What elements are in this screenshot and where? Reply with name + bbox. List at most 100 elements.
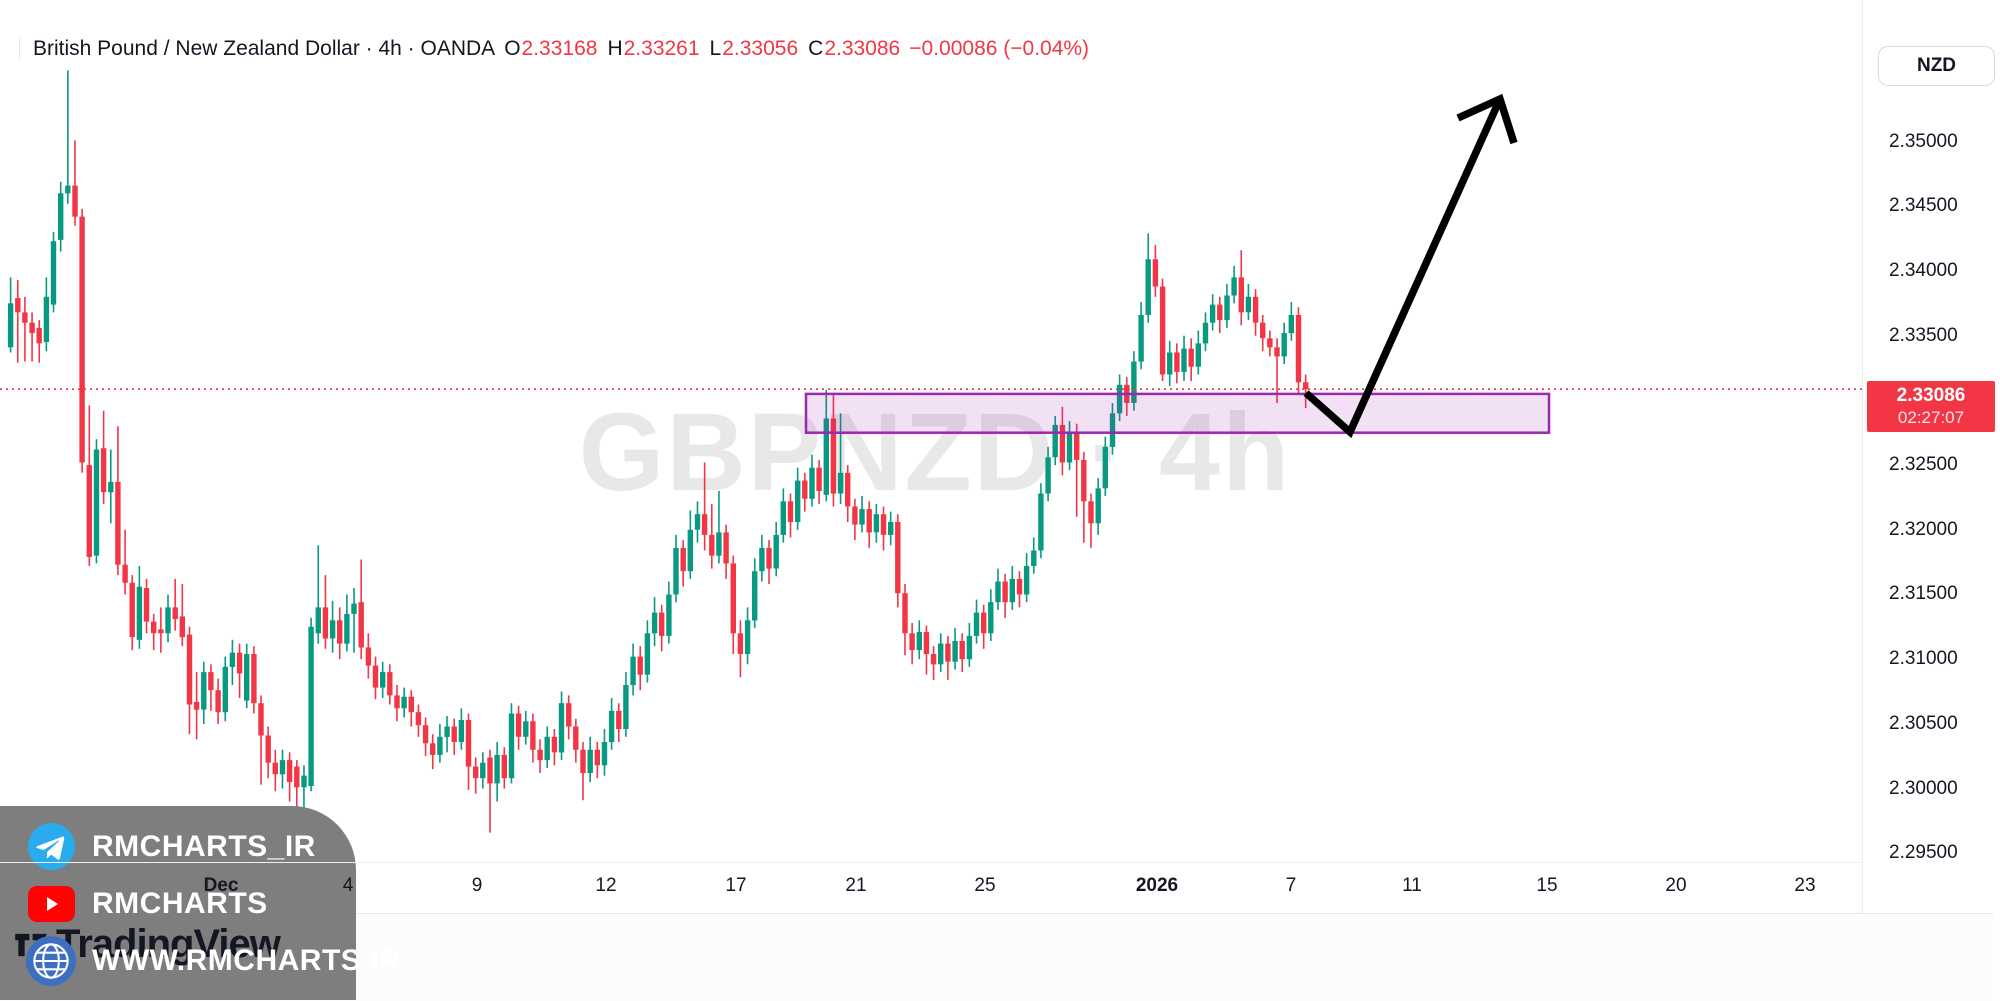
ohlc-values: O 2.33168 H 2.33261 L 2.33056 C 2.33086	[504, 37, 900, 61]
candle	[916, 632, 922, 651]
candle	[701, 514, 708, 535]
youtube-icon	[26, 879, 76, 929]
candle	[100, 448, 107, 493]
candle	[837, 472, 844, 494]
candle	[558, 703, 565, 753]
candle	[1109, 413, 1116, 447]
candle	[1167, 352, 1173, 375]
candle	[852, 506, 858, 525]
candle	[215, 690, 221, 713]
globe-icon	[26, 935, 76, 986]
candle	[58, 193, 64, 240]
candle	[1095, 488, 1101, 524]
time-tick-label: 17	[725, 875, 747, 896]
projection-arrow[interactable]	[1303, 93, 1518, 439]
time-tick-label: 12	[595, 875, 617, 896]
candle	[1038, 493, 1044, 551]
candle	[537, 749, 543, 761]
candle	[709, 534, 715, 556]
candle	[79, 216, 85, 463]
candle	[201, 672, 207, 710]
price-axis[interactable]: 2.33086 02:27:07 2.35000 2.34500 2.34000 2.…	[1862, 0, 2000, 913]
price-tick-label: 2.30500	[1889, 713, 1958, 734]
candle	[988, 602, 994, 634]
candle	[981, 612, 987, 634]
candle	[644, 633, 651, 675]
time-tick-label: 21	[845, 875, 867, 896]
candles	[7, 70, 1309, 833]
candle	[422, 725, 429, 744]
open-value: 2.33168	[521, 37, 598, 60]
time-tick-label: 20	[1665, 875, 1687, 896]
watermark: GBPNZD · 4h	[579, 391, 1292, 514]
candle	[401, 696, 407, 709]
candle	[845, 472, 851, 507]
candle	[1066, 432, 1073, 463]
candle	[573, 726, 579, 750]
price-tick-label: 2.31000	[1889, 648, 1958, 669]
candle	[787, 501, 794, 522]
candle	[193, 701, 200, 710]
candle	[465, 720, 472, 767]
candle	[272, 762, 278, 775]
candle	[22, 312, 28, 323]
candle	[1238, 277, 1244, 313]
candle	[859, 509, 865, 525]
symbol-title[interactable]: British Pound / New Zealand Dollar · 4h …	[33, 37, 496, 60]
candle	[473, 766, 479, 779]
candle	[1131, 361, 1137, 403]
price-tick-label: 2.34500	[1889, 195, 1958, 216]
current-price-value: 2.33086	[1896, 385, 1966, 406]
candle	[1074, 432, 1080, 460]
time-axis[interactable]: Dec 4 9 12 17 21 25 2026 7 11 15 20 23	[0, 862, 1862, 914]
candle	[1303, 382, 1309, 390]
price-tick-label: 2.32000	[1889, 519, 1958, 540]
candle	[151, 621, 157, 634]
candle	[716, 532, 722, 556]
time-tick-label: 4	[342, 875, 354, 896]
candle	[165, 607, 171, 634]
candle	[29, 322, 35, 334]
candle	[129, 582, 135, 638]
price-tick-label: 2.34000	[1889, 260, 1958, 281]
time-tick-label: 23	[1794, 875, 1816, 896]
candle	[93, 449, 100, 556]
telegram-icon	[26, 822, 76, 872]
candle	[430, 743, 436, 755]
candle	[1052, 424, 1058, 458]
candle	[1116, 384, 1123, 414]
candle	[1174, 352, 1180, 372]
candle	[265, 735, 271, 763]
candle	[244, 654, 250, 701]
candle	[630, 656, 636, 686]
candle	[880, 514, 887, 535]
candle	[1231, 277, 1237, 296]
candle	[1281, 333, 1287, 357]
candle	[172, 607, 178, 619]
candle	[1152, 259, 1159, 287]
price-chart[interactable]: GBPNZD · 4h	[0, 0, 1862, 862]
bar-countdown: 02:27:07	[1897, 408, 1965, 427]
candle	[680, 547, 686, 572]
supply-zone-rectangle[interactable]	[804, 392, 1551, 434]
candle	[866, 509, 872, 533]
candle	[186, 634, 193, 705]
candle	[444, 726, 450, 737]
price-tick-label: 2.30000	[1889, 778, 1958, 799]
candle	[551, 736, 558, 753]
candle	[544, 736, 550, 761]
candle	[816, 467, 822, 491]
time-tick-label: 9	[471, 875, 483, 896]
currency-toggle-button[interactable]: NZD	[1878, 46, 1995, 86]
candle	[1081, 459, 1087, 502]
candle	[773, 534, 779, 569]
candle	[358, 602, 364, 648]
candle	[594, 749, 600, 766]
tradingview-logo-text: TradingView	[56, 922, 281, 966]
candle	[930, 654, 937, 665]
candle	[329, 620, 336, 639]
candle	[1181, 348, 1187, 372]
price-tick-label: 2.29500	[1889, 842, 1958, 863]
candle	[995, 581, 1001, 603]
change-value: −0.00086 (−0.04%)	[909, 37, 1090, 60]
